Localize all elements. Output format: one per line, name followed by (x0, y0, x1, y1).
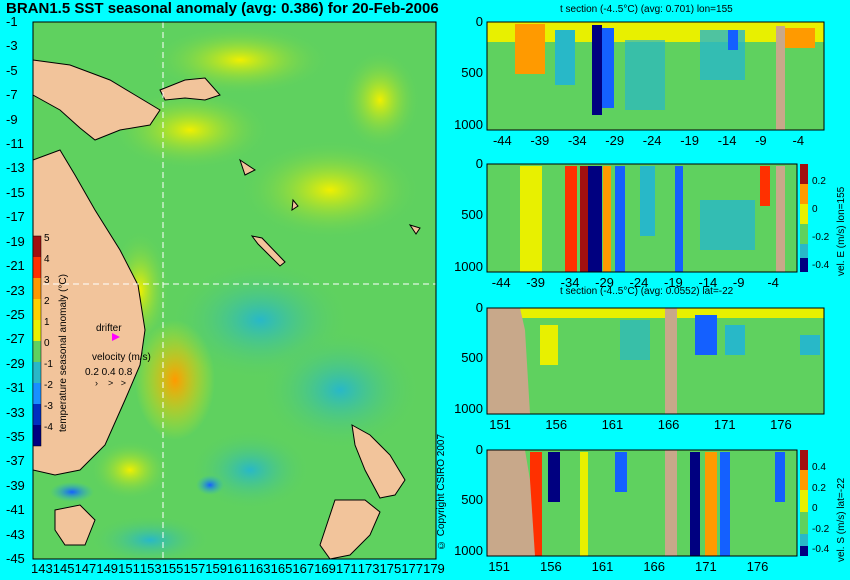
panel-x-tick: 166 (658, 417, 680, 432)
panel-x-tick: -44 (493, 133, 512, 148)
panel-x-tick: 171 (695, 559, 717, 574)
panel-x-tick: 156 (545, 417, 567, 432)
panel4-plot (487, 450, 808, 556)
panel-y-tick: 1000 (454, 401, 483, 416)
panel-x-tick: 176 (747, 559, 769, 574)
panel-x-tick: 176 (770, 417, 792, 432)
panel-x-tick: -34 (561, 275, 580, 290)
panel-y-tick: 500 (461, 65, 483, 80)
panel4-side-label: vel. S (m/s) lat=-22 (836, 452, 847, 562)
panel-x-tick: -19 (664, 275, 683, 290)
panel-x-tick: -4 (793, 133, 805, 148)
panel2-plot (487, 164, 808, 272)
panel-x-tick: -29 (605, 133, 624, 148)
panel-x-tick: 171 (714, 417, 736, 432)
panel-colorbar-tick: 0.2 (812, 483, 826, 494)
panel-x-tick: -29 (595, 275, 614, 290)
panel1-plot (487, 22, 824, 130)
panel-x-tick: 161 (592, 559, 614, 574)
panel-y-tick: 0 (476, 300, 483, 315)
panel3-plot (487, 308, 824, 414)
panel-colorbar-tick: -0.2 (812, 232, 829, 243)
panel-x-tick: -14 (718, 133, 737, 148)
panel-x-tick: -39 (530, 133, 549, 148)
panel-y-tick: 0 (476, 14, 483, 29)
panel-y-tick: 0 (476, 442, 483, 457)
panel-x-tick: -24 (630, 275, 649, 290)
panel-x-tick: 166 (643, 559, 665, 574)
panel-x-tick: 161 (602, 417, 624, 432)
panel-colorbar-tick: 0.4 (812, 462, 826, 473)
panel-colorbar-tick: -0.4 (812, 544, 829, 555)
panel-colorbar-tick: 0 (812, 503, 818, 514)
panel-colorbar-tick: -0.4 (812, 260, 829, 271)
panel-y-tick: 1000 (454, 259, 483, 274)
panel-y-tick: 1000 (454, 543, 483, 558)
panel-x-tick: -34 (568, 133, 587, 148)
panel-y-tick: 500 (461, 350, 483, 365)
panel-x-tick: -9 (733, 275, 745, 290)
panel-y-tick: 500 (461, 492, 483, 507)
panel-x-tick: -4 (767, 275, 779, 290)
panel-x-tick: 156 (540, 559, 562, 574)
panel-x-tick: -9 (755, 133, 767, 148)
panel-y-tick: 500 (461, 207, 483, 222)
panel-x-tick: 151 (489, 417, 511, 432)
panel-colorbar-tick: 0 (812, 204, 818, 215)
panel-x-tick: -39 (526, 275, 545, 290)
panel-x-tick: -44 (492, 275, 511, 290)
panel2-side-label: vel. E (m/s) lon=155 (836, 166, 847, 276)
panel-x-tick: 151 (488, 559, 510, 574)
panel-y-tick: 1000 (454, 117, 483, 132)
panel-x-tick: -14 (698, 275, 717, 290)
panel-x-tick: -24 (643, 133, 662, 148)
panel-y-tick: 0 (476, 156, 483, 171)
panel-colorbar-tick: -0.2 (812, 524, 829, 535)
panel-x-tick: -19 (680, 133, 699, 148)
panel-colorbar-tick: 0.2 (812, 176, 826, 187)
